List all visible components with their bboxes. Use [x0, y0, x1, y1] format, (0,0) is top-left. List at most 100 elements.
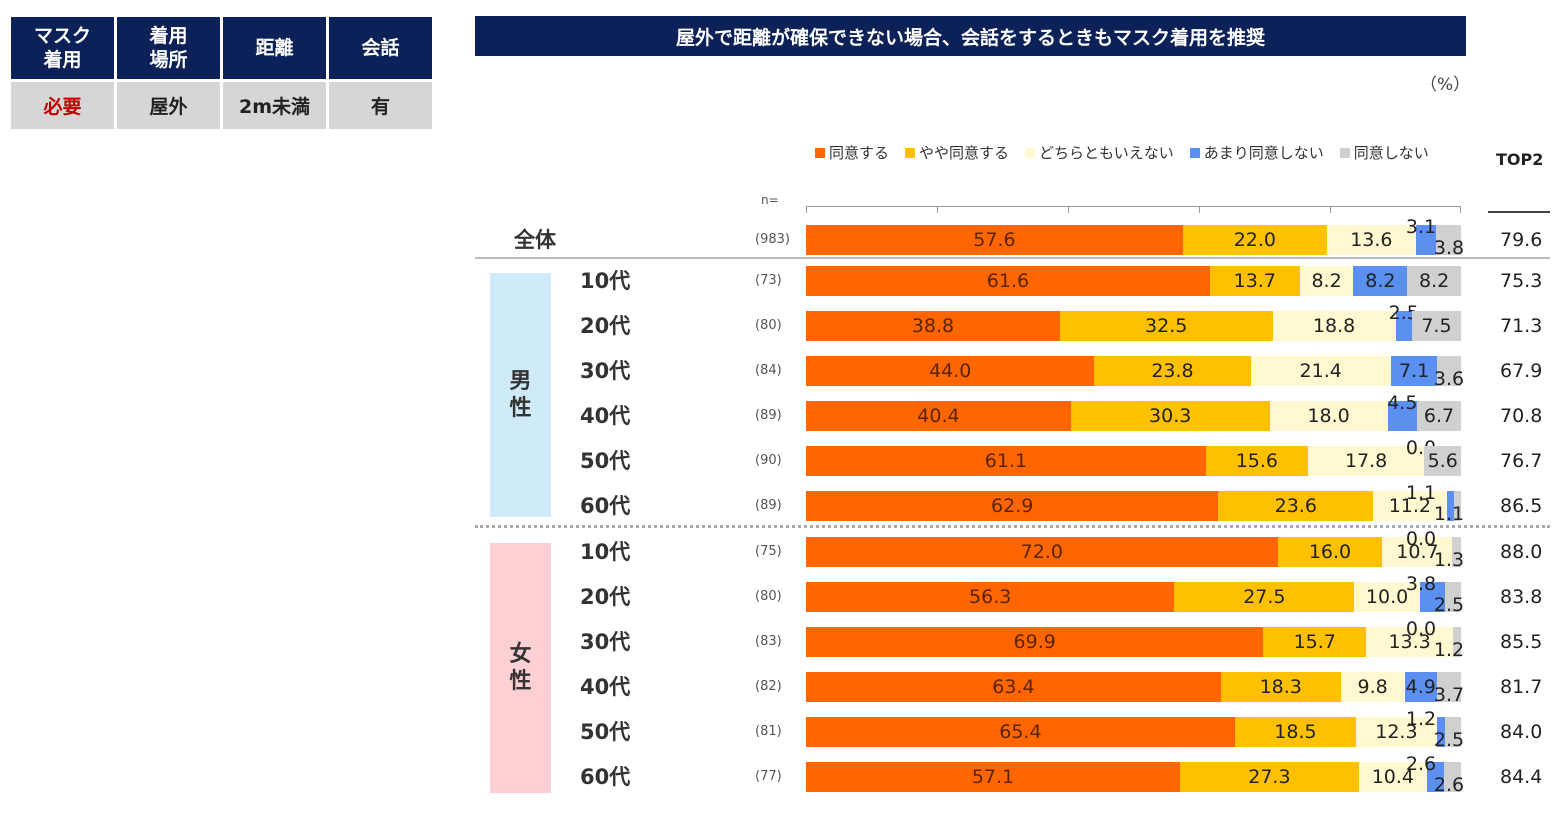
data-label-agree: 57.6 — [973, 229, 1016, 251]
row-top2: 88.0 — [1500, 541, 1543, 563]
data-label-disagree: 1.1 — [1433, 503, 1465, 525]
data-label-somewhat-disagree: 4.5 — [1387, 392, 1418, 414]
data-label-somewhat-agree: 15.7 — [1293, 631, 1336, 653]
chart-title: 屋外で距離が確保できない場合、会話をするときもマスク着用を推奨 — [475, 16, 1466, 56]
row-top2: 86.5 — [1500, 495, 1543, 517]
bar-segment-disagree — [1444, 582, 1461, 612]
legend-item-agree: 同意する — [815, 142, 889, 163]
data-label-neutral: 21.4 — [1299, 360, 1342, 382]
row-n: (89) — [755, 408, 782, 423]
condition-value-mask: 必要 — [11, 82, 114, 129]
bar-segment-agree — [806, 762, 1180, 792]
data-label-disagree: 1.2 — [1433, 639, 1465, 661]
row-label: 50代 — [580, 720, 631, 744]
legend: 同意する やや同意する どちらともいえない あまり同意しない 同意しない — [815, 142, 1429, 163]
data-label-neutral: 12.3 — [1375, 721, 1418, 743]
row-n: (983) — [755, 232, 790, 247]
data-label-somewhat-agree: 15.6 — [1235, 450, 1278, 472]
data-label-agree: 40.4 — [917, 405, 960, 427]
bar-segment-agree — [806, 356, 1095, 386]
stacked-bar: 61.6 13.7 8.2 8.2 8.2 — [806, 266, 1461, 296]
condition-table: マスク 着用 着用 場所 距離 会話 必要 屋外 2m未満 有 — [8, 14, 435, 132]
bar-segment-somewhat-disagree — [1387, 401, 1418, 431]
stacked-bar: 56.3 27.5 10.0 3.8 2.5 — [806, 574, 1464, 615]
bar-segment-somewhat-agree — [1209, 266, 1300, 296]
bar-segment-somewhat-disagree — [1426, 762, 1444, 792]
bar-segment-agree — [806, 582, 1175, 612]
condition-header-mask-text: マスク 着用 — [33, 25, 91, 71]
data-label-disagree: 2.5 — [1433, 729, 1465, 751]
row-n: (80) — [755, 589, 782, 604]
group-male-label: 男性 — [509, 369, 532, 421]
data-label-disagree: 7.5 — [1421, 315, 1452, 337]
bar-segment-agree — [806, 225, 1183, 255]
stacked-bar: 61.1 15.6 17.8 0.0 5.6 — [806, 438, 1461, 476]
data-label-disagree: 5.6 — [1427, 450, 1458, 472]
data-label-agree: 63.4 — [992, 676, 1035, 698]
bar-segment-somewhat-agree — [1174, 582, 1355, 612]
bar-segment-agree — [806, 266, 1210, 296]
row-label: 20代 — [580, 314, 631, 338]
bar-segment-disagree — [1424, 446, 1461, 476]
bar-segment-somewhat-disagree — [1419, 582, 1445, 612]
n-header: n= — [761, 193, 779, 207]
legend-label-agree: 同意する — [829, 144, 890, 162]
bar-segment-neutral — [1250, 356, 1391, 386]
data-label-disagree: 2.6 — [1433, 774, 1465, 796]
bar-segment-somewhat-agree — [1220, 672, 1341, 702]
bar-segment-disagree — [1407, 266, 1461, 296]
condition-header-distance-text: 距離 — [255, 37, 294, 59]
group-female: 女性 — [490, 543, 551, 793]
condition-header-place-text: 着用 場所 — [149, 25, 188, 71]
group-male: 男性 — [490, 273, 551, 517]
row-female-30代: 30代 (83) 69.9 15.7 13.3 0.0 1.2 85.5 — [0, 619, 1560, 661]
condition-value-row: 必要 屋外 2m未満 有 — [11, 82, 432, 129]
row-label: 10代 — [580, 269, 631, 293]
data-label-agree: 62.9 — [991, 495, 1034, 517]
bar-segment-neutral — [1272, 311, 1396, 341]
data-label-disagree: 3.6 — [1433, 368, 1465, 390]
row-n: (77) — [755, 769, 782, 784]
data-label-neutral: 18.8 — [1312, 315, 1356, 337]
row-top2: 70.8 — [1500, 405, 1543, 427]
data-label-somewhat-agree: 30.3 — [1149, 405, 1192, 427]
stacked-bar: 72.0 16.0 10.7 0.0 1.3 — [806, 529, 1465, 571]
row-female-10代: 10代 (75) 72.0 16.0 10.7 0.0 1.3 88.0 — [0, 529, 1560, 571]
row-top2: 71.3 — [1500, 315, 1543, 337]
axis-tick — [1068, 207, 1069, 213]
bar-segment-disagree — [1411, 311, 1461, 341]
bar-segment-disagree — [1452, 537, 1461, 567]
data-label-somewhat-disagree: 0.0 — [1405, 618, 1437, 640]
bar-segment-agree — [806, 401, 1071, 431]
row-female-50代: 50代 (81) 65.4 18.5 12.3 1.2 2.5 84.0 — [0, 709, 1560, 751]
row-label: 60代 — [580, 765, 631, 789]
legend-swatch-disagree — [1339, 147, 1350, 158]
data-label-disagree: 1.3 — [1433, 549, 1465, 571]
data-label-agree: 56.3 — [969, 586, 1012, 608]
row-n: (75) — [755, 544, 782, 559]
data-label-somewhat-agree: 23.6 — [1274, 495, 1317, 517]
bar-segment-somewhat-agree — [1205, 446, 1308, 476]
condition-value-place: 屋外 — [117, 82, 220, 129]
data-label-somewhat-agree: 22.0 — [1233, 229, 1277, 251]
condition-header-mask: マスク 着用 — [11, 17, 114, 79]
legend-label-somewhat-disagree: あまり同意しない — [1203, 144, 1324, 162]
bar-segment-neutral — [1382, 537, 1453, 567]
condition-header-talk-text: 会話 — [361, 37, 400, 59]
bar-segment-disagree — [1436, 672, 1461, 702]
row-label: 60代 — [580, 494, 631, 518]
data-label-somewhat-agree: 23.8 — [1151, 360, 1194, 382]
data-label-neutral: 8.2 — [1311, 270, 1342, 292]
bar-segment-neutral — [1358, 762, 1427, 792]
bar-segment-neutral — [1340, 672, 1405, 702]
condition-header-row: マスク 着用 着用 場所 距離 会話 — [11, 17, 432, 79]
data-label-somewhat-agree: 13.7 — [1233, 270, 1276, 292]
bar-segment-disagree — [1453, 491, 1461, 521]
row-male-30代: 30代 (84) 44.0 23.8 21.4 7.1 3.6 67.9 — [0, 356, 1560, 390]
bar-segment-disagree — [1453, 627, 1461, 657]
axis-tick — [1199, 207, 1200, 213]
row-male-50代: 50代 (90) 61.1 15.6 17.8 0.0 5.6 76.7 — [0, 438, 1560, 476]
data-label-disagree: 8.2 — [1419, 270, 1450, 292]
condition-header-place: 着用 場所 — [117, 17, 220, 79]
row-label: 40代 — [580, 675, 631, 699]
